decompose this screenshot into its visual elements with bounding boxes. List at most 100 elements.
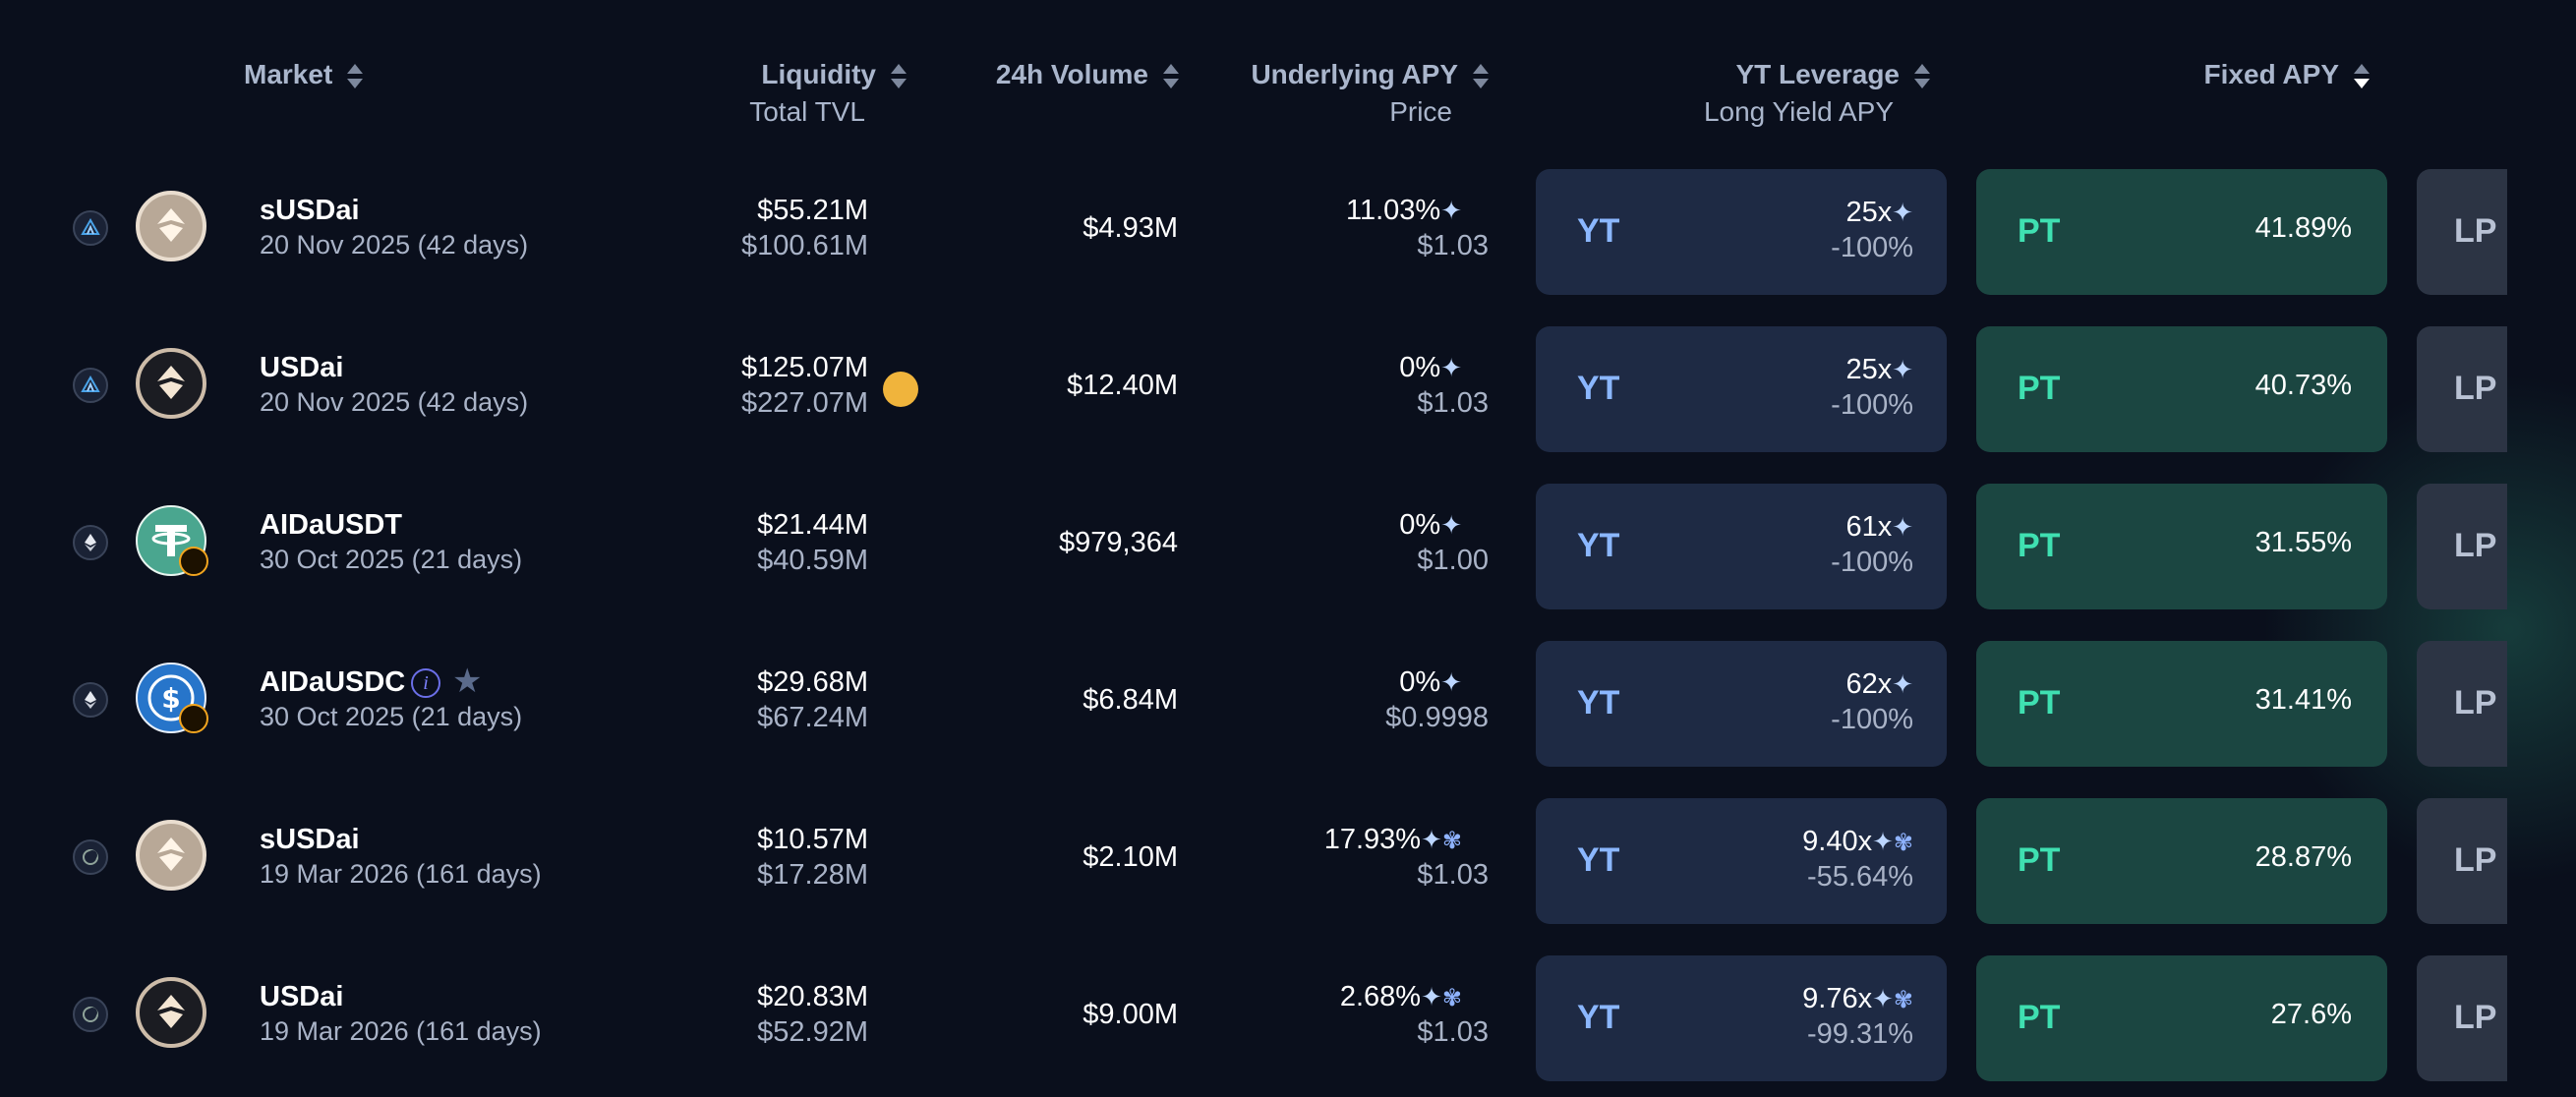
liquidity-column-header[interactable]: Liquidity	[761, 59, 907, 92]
info-icon[interactable]: i	[411, 668, 440, 698]
sort-desc-icon[interactable]	[2353, 61, 2371, 92]
sort-icon[interactable]	[346, 61, 364, 92]
pt-button[interactable]: PT 27.6%	[1976, 955, 2387, 1081]
long-yield-apy-value: -100%	[1831, 547, 1913, 578]
market-expiry: 30 Oct 2025 (21 days)	[260, 702, 523, 731]
volume-value: $6.84M	[1083, 684, 1178, 716]
underlying-apy: 0%✦	[1399, 666, 1462, 699]
favorite-star-icon[interactable]: ★	[452, 663, 483, 700]
underlying-apy-value: 2.68%	[1339, 981, 1422, 1012]
sparkle-icon: ✦	[1440, 510, 1462, 540]
yt-button[interactable]: YT 62x✦ -100%	[1536, 641, 1947, 767]
yt-leverage-value: 25x	[1845, 354, 1893, 385]
yt-button[interactable]: YT 25x✦ -100%	[1536, 169, 1947, 295]
fixed-apy-value: 27.6%	[2270, 999, 2352, 1030]
pt-button[interactable]: PT 31.41%	[1976, 641, 2387, 767]
sparkle-icon: ✦	[1440, 353, 1462, 382]
price-value: $1.03	[1417, 387, 1489, 419]
yt-button[interactable]: YT 61x✦ -100%	[1536, 484, 1947, 609]
fixed-apy-value: 28.87%	[2254, 841, 2352, 873]
sort-icon[interactable]	[1162, 61, 1180, 92]
yt-label: YT	[1577, 999, 1620, 1036]
lp-button[interactable]: LP	[2417, 169, 2507, 295]
sort-icon[interactable]	[1913, 61, 1931, 92]
liquidity-value: $21.44M	[757, 509, 868, 541]
pt-button[interactable]: PT 40.73%	[1976, 326, 2387, 452]
price-value: $1.03	[1417, 230, 1489, 261]
lp-button[interactable]: LP	[2417, 641, 2507, 767]
lp-button[interactable]: LP	[2417, 955, 2507, 1081]
yt-leverage: 61x✦	[1845, 511, 1913, 544]
lp-button[interactable]: LP	[2417, 484, 2507, 609]
lp-button[interactable]: LP	[2417, 326, 2507, 452]
underlying-apy-header-label: Underlying APY	[1251, 59, 1458, 89]
yt-label: YT	[1577, 841, 1620, 879]
underlying-apy: 0%✦	[1399, 352, 1462, 384]
sparkle-icon: ✦	[1892, 512, 1913, 542]
fixed-apy-column-header[interactable]: Fixed APY	[2204, 59, 2371, 92]
volume-column-header[interactable]: 24h Volume	[996, 59, 1180, 92]
pt-label: PT	[2018, 527, 2061, 564]
aida-badge-icon	[179, 547, 208, 576]
lp-label: LP	[2454, 370, 2497, 407]
yt-leverage-header-label: YT Leverage	[1735, 59, 1900, 89]
total-tvl-value: $67.24M	[757, 702, 868, 733]
pt-label: PT	[2018, 684, 2061, 722]
price-value: $1.03	[1417, 859, 1489, 891]
yt-label: YT	[1577, 684, 1620, 722]
total-tvl-subheader: Total TVL	[749, 96, 865, 127]
market-row[interactable]: sUSDai 19 Mar 2026 (161 days) $10.57M $1…	[0, 792, 2576, 924]
ethereum-icon	[73, 525, 108, 560]
liquidity-value: $20.83M	[757, 981, 868, 1012]
market-row[interactable]: USDai 20 Nov 2025 (42 days) $125.07M $22…	[0, 320, 2576, 452]
liquidity-value: $29.68M	[757, 666, 868, 698]
yt-button[interactable]: YT 9.40x✦✾ -55.64%	[1536, 798, 1947, 924]
yt-leverage-column-header[interactable]: YT Leverage	[1735, 59, 1931, 92]
underlying-apy-column-header[interactable]: Underlying APY	[1251, 59, 1490, 92]
market-name: USDai	[260, 981, 344, 1012]
long-yield-apy-value: -55.64%	[1806, 861, 1913, 893]
pt-button[interactable]: PT 31.55%	[1976, 484, 2387, 609]
market-header-label: Market	[244, 59, 333, 89]
lp-label: LP	[2454, 684, 2497, 722]
market-column-header[interactable]: Market	[244, 59, 364, 92]
liquidity-header-label: Liquidity	[761, 59, 876, 89]
sparkle-icon: ✦	[1892, 669, 1913, 699]
long-yield-apy-value: -100%	[1831, 704, 1913, 735]
total-tvl-value: $100.61M	[741, 230, 868, 261]
underlying-apy-value: 0%	[1399, 509, 1441, 541]
aida-badge-icon	[179, 704, 208, 733]
yt-button[interactable]: YT 9.76x✦✾ -99.31%	[1536, 955, 1947, 1081]
market-row[interactable]: AIDaUSDT 30 Oct 2025 (21 days) $21.44M $…	[0, 478, 2576, 609]
yt-button[interactable]: YT 25x✦ -100%	[1536, 326, 1947, 452]
long-yield-apy-value: -100%	[1831, 389, 1913, 421]
volume-value: $9.00M	[1083, 999, 1178, 1030]
arbitrum-icon	[73, 210, 108, 246]
sparkle-icon: ✦	[1440, 196, 1462, 225]
pt-button[interactable]: PT 28.87%	[1976, 798, 2387, 924]
pt-button[interactable]: PT 41.89%	[1976, 169, 2387, 295]
incentive-dot-icon[interactable]	[883, 372, 918, 407]
pt-label: PT	[2018, 999, 2061, 1036]
yt-leverage: 25x✦	[1845, 354, 1913, 386]
liquidity-value: $125.07M	[741, 352, 868, 383]
pt-label: PT	[2018, 212, 2061, 250]
long-yield-apy-subheader: Long Yield APY	[1703, 96, 1894, 127]
sparkle-icon: ✦	[1872, 827, 1894, 856]
sort-icon[interactable]	[1472, 61, 1490, 92]
ethereum-icon	[73, 682, 108, 718]
usdai-icon	[136, 820, 206, 891]
sort-icon[interactable]	[890, 61, 907, 92]
points-icon: ✾	[1893, 830, 1913, 856]
sparkle-icon: ✦	[1421, 825, 1442, 854]
market-row[interactable]: sUSDai 20 Nov 2025 (42 days) $55.21M $10…	[0, 163, 2576, 295]
market-name: sUSDai	[260, 195, 360, 226]
market-row[interactable]: USDai 19 Mar 2026 (161 days) $20.83M $52…	[0, 950, 2576, 1081]
underlying-apy: 2.68%✦✾	[1340, 981, 1462, 1013]
underlying-apy-value: 17.93%	[1323, 824, 1422, 855]
underlying-apy-value: 0%	[1399, 352, 1441, 383]
lp-label: LP	[2454, 841, 2497, 879]
market-row[interactable]: $ AIDaUSDC i ★ 30 Oct 2025 (21 days) $29…	[0, 635, 2576, 767]
total-tvl-value: $40.59M	[757, 545, 868, 576]
lp-button[interactable]: LP	[2417, 798, 2507, 924]
